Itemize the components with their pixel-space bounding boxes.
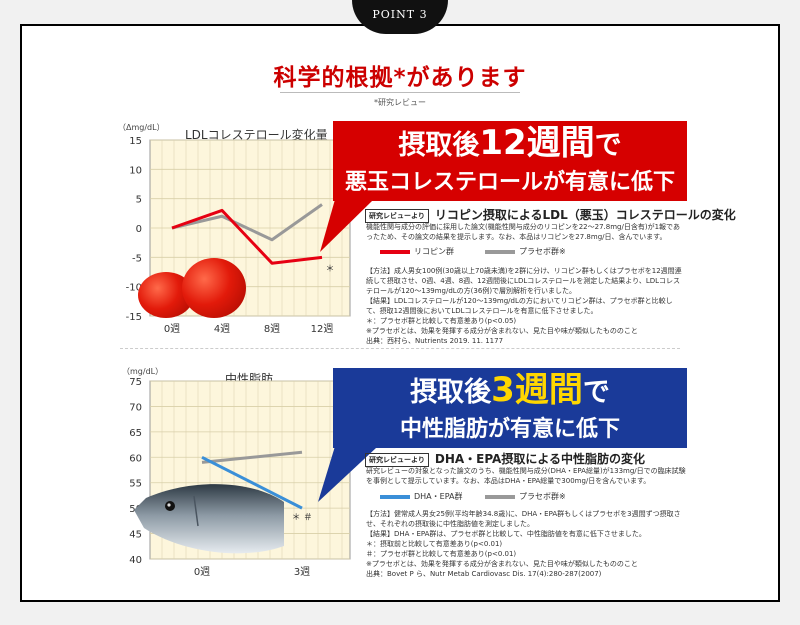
ldl-note-significance: ＊：プラセボ群と比較して有意差あり(p<0.05) xyxy=(366,317,517,325)
tg-y-tick-label: 75 xyxy=(129,377,142,388)
tg-review-tag: 研究レビューより xyxy=(365,452,429,467)
ldl-y-tick-label: -5 xyxy=(132,253,142,264)
ldl-description: 機能性関与成分の評価に採用した論文(機能性関与成分のリコピンを22～27.8mg… xyxy=(366,223,680,241)
ldl-series-line-placebo xyxy=(171,203,323,242)
tg-significance-marker: ＊ ＃ xyxy=(292,512,313,523)
tg-y-unit: （mg/dL） xyxy=(122,367,164,376)
tg-note-sig-placebo: ＃：プラセボ群と比較して有意差あり(p<0.01) xyxy=(366,550,517,558)
tg-note-sig-before: ＊：摂取前と比較して有意差あり(p<0.01) xyxy=(366,540,503,548)
ldl-y-tick-label: -10 xyxy=(126,283,142,294)
ldl-legend-label-placebo: プラセボ群※ xyxy=(519,247,566,256)
tg-y-tick-label: 40 xyxy=(129,555,142,566)
ldl-chart-title: LDLコレステロール変化量 xyxy=(185,128,328,142)
ldl-banner-pre: 摂取後 xyxy=(398,130,480,161)
chart-separator xyxy=(120,348,680,349)
tg-y-tick-label: 60 xyxy=(129,453,142,464)
ldl-banner: 摂取後12週間で 悪玉コレステロールが有意に低下 xyxy=(333,121,687,201)
tg-y-tick-label: 45 xyxy=(129,530,142,541)
tg-y-tick-label: 70 xyxy=(129,402,142,413)
tg-notes: 【方法】健常成人男女25例(平均年齢34.8歳)に、DHA・EPA群もしくはプラ… xyxy=(366,509,686,579)
tg-legend-swatch-placebo xyxy=(485,494,515,499)
tg-legend-label-placebo: プラセボ群※ xyxy=(519,492,566,501)
ldl-review-heading: 研究レビューより リコピン摂取によるLDL（悪玉）コレステロールの変化 xyxy=(365,206,736,223)
tg-legend-label-dha: DHA・EPA群 xyxy=(414,492,463,501)
ldl-review-tag: 研究レビューより xyxy=(365,208,429,223)
ldl-legend-placebo: プラセボ群※ xyxy=(485,246,566,257)
tg-banner-message: 中性脂肪が有意に低下 xyxy=(399,417,620,442)
section-title: 科学的根拠*があります xyxy=(273,65,527,91)
tg-x-tick-label: 3週 xyxy=(294,566,310,578)
tg-x-tick-label: 0週 xyxy=(194,566,210,578)
tg-series-line-placebo xyxy=(201,450,303,464)
ldl-legend-swatch-placebo xyxy=(485,249,515,254)
tg-banner-period: 3週間 xyxy=(491,370,583,410)
tg-note-source: 出典：Bovet P ら、Nutr Metab Cardiovasc Dis. … xyxy=(366,570,602,578)
ldl-note-placebo: ※プラセボとは、効果を発揮する成分が含まれない、見た目や味が類似したもののこと xyxy=(366,327,638,335)
ldl-y-unit: （Δmg/dL） xyxy=(118,123,165,132)
tomato-image-large xyxy=(182,258,246,318)
point-badge: POINT 3 xyxy=(352,0,448,34)
ldl-x-tick-label: 4週 xyxy=(214,323,230,335)
ldl-note-result: 【結果】LDLコレステロールが120～139mg/dLの方においてリコピン群は、… xyxy=(366,297,673,315)
ldl-y-tick-label: 15 xyxy=(129,136,142,147)
ldl-note-method: 【方法】成人男女100例(30歳以上70歳未満)を2群に分け、リコピン群もしくは… xyxy=(366,267,682,295)
tg-review-heading: 研究レビューより DHA・EPA摂取による中性脂肪の変化 xyxy=(365,450,645,467)
ldl-y-tick-label: -15 xyxy=(126,312,142,323)
ldl-legend-swatch-lycopene xyxy=(380,249,410,254)
tg-note-result: 【結果】DHA・EPA群は、プラセボ群と比較して、中性脂肪値を有意に低下させまし… xyxy=(366,530,646,538)
tg-note-placebo: ※プラセボとは、効果を発揮する成分が含まれない、見た目や味が類似したもののこと xyxy=(366,560,638,568)
tg-legend-dha: DHA・EPA群 xyxy=(380,491,463,502)
ldl-banner-message: 悪玉コレステロールが有意に低下 xyxy=(344,170,675,195)
ldl-series-line-treatment xyxy=(171,208,323,265)
ldl-notes: 【方法】成人男女100例(30歳以上70歳未満)を2群に分け、リコピン群もしくは… xyxy=(366,266,686,346)
ldl-y-tick-label: 5 xyxy=(136,195,142,206)
tg-legend-placebo: プラセボ群※ xyxy=(485,491,566,502)
ldl-y-tick-label: 10 xyxy=(129,165,142,176)
ldl-banner-post: で xyxy=(594,130,622,161)
ldl-review-title: リコピン摂取によるLDL（悪玉）コレステロールの変化 xyxy=(434,208,736,222)
fish-image xyxy=(134,484,284,554)
ldl-x-tick-label: 0週 xyxy=(164,323,180,335)
ldl-legend-label-lycopene: リコピン群 xyxy=(414,247,454,256)
title-divider xyxy=(280,92,520,93)
ldl-x-tick-label: 12週 xyxy=(311,323,334,335)
tg-banner-pre: 摂取後 xyxy=(410,377,492,408)
tg-y-tick-label: 55 xyxy=(129,479,142,490)
ldl-significance-marker: ＊ xyxy=(325,264,334,274)
ldl-legend-lycopene: リコピン群 xyxy=(380,246,454,257)
ldl-banner-period: 12週間 xyxy=(479,123,595,163)
ldl-x-tick-label: 8週 xyxy=(264,323,280,335)
tg-banner-post: で xyxy=(582,377,610,408)
tg-description: 研究レビューの対象となった論文のうち、機能性関与成分(DHA・EPA総量)が13… xyxy=(366,467,686,485)
tg-banner: 摂取後3週間で 中性脂肪が有意に低下 xyxy=(333,368,687,448)
ldl-y-tick-label: 0 xyxy=(136,224,142,235)
tg-note-method: 【方法】健常成人男女25例(平均年齢34.8歳)に、DHA・EPA群もしくはプラ… xyxy=(366,510,681,528)
tg-review-title: DHA・EPA摂取による中性脂肪の変化 xyxy=(434,452,645,466)
section-subtitle: *研究レビュー xyxy=(374,98,426,107)
tg-y-tick-label: 65 xyxy=(129,428,142,439)
tg-series-line-treatment xyxy=(201,455,303,510)
tg-legend-swatch-dha xyxy=(380,494,410,499)
ldl-note-source: 出典：西村ら、Nutrients 2019. 11. 1177 xyxy=(366,337,504,345)
